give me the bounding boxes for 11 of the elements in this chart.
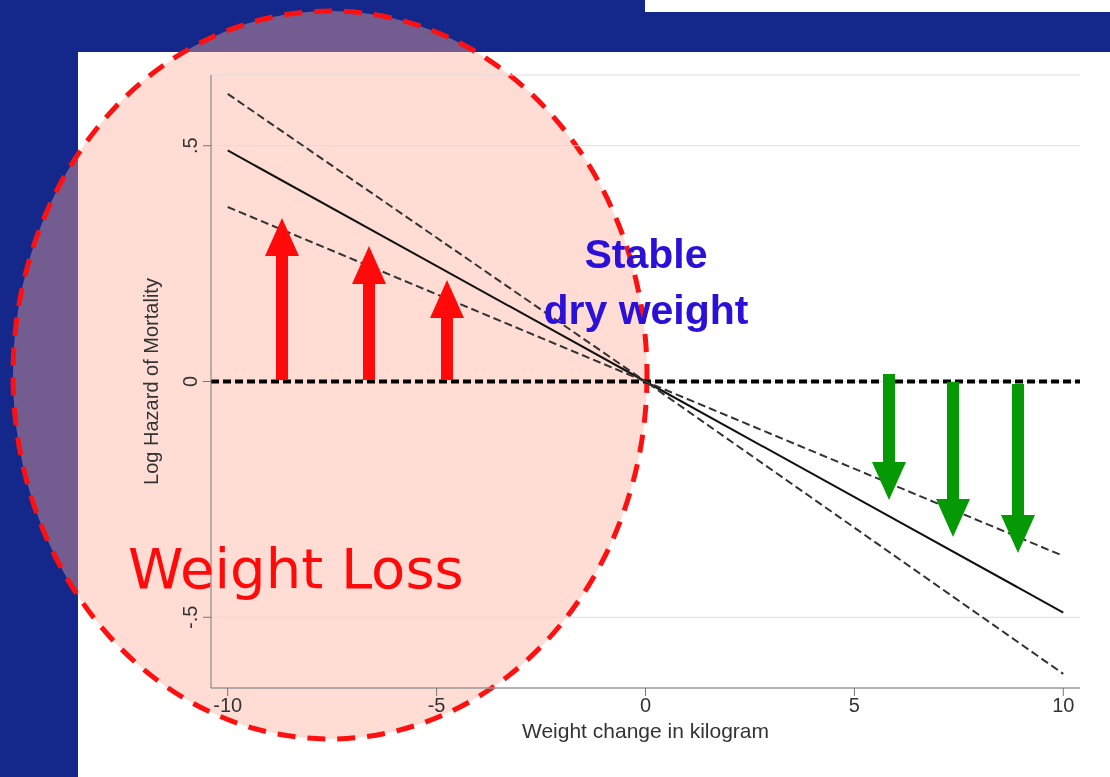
- annotation: Weight Loss: [128, 535, 464, 603]
- x-tick-label: -5: [427, 694, 446, 717]
- x-tick-label: 10: [1052, 694, 1075, 717]
- x-tick-label: 0: [639, 694, 652, 717]
- y-tick-label: .5: [179, 137, 201, 155]
- x-tick-label: 5: [848, 694, 860, 717]
- x-tick-label: -10: [213, 694, 243, 717]
- y-tick-label: -.5: [179, 605, 201, 629]
- y-tick-label: 0: [179, 375, 201, 388]
- y-axis-title: Log Hazard of Mortality: [140, 278, 163, 485]
- x-axis-title: Weight change in kilogram: [521, 719, 770, 742]
